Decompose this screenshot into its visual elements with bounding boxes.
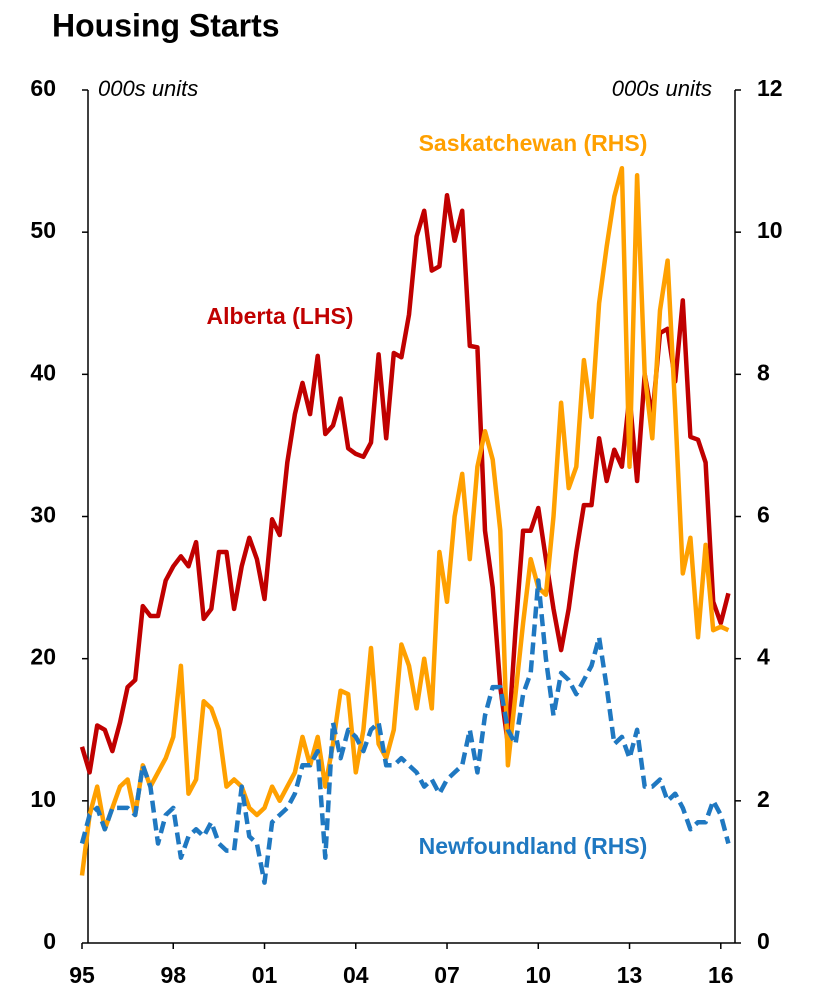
y-tick-label: 30 [30, 502, 56, 528]
y2-tick-label: 4 [757, 644, 770, 670]
y-tick-label: 0 [43, 928, 56, 954]
y2-tick-label: 12 [757, 75, 783, 101]
series-label: Saskatchewan (RHS) [419, 130, 648, 156]
x-tick-label: 16 [708, 962, 734, 988]
series-line [79, 578, 731, 885]
x-tick-label: 10 [525, 962, 551, 988]
y2-tick-label: 6 [757, 502, 770, 528]
y2-tick-label: 0 [757, 928, 770, 954]
x-tick-label: 07 [434, 962, 460, 988]
y2-tick-label: 10 [757, 217, 783, 243]
series-line [79, 165, 730, 876]
y2-tick-label: 8 [757, 359, 770, 385]
x-tick-label: 04 [343, 962, 369, 988]
y2-axis-label: 000s units [612, 76, 712, 101]
series-label: Newfoundland (RHS) [419, 833, 648, 859]
y2-tick-label: 2 [757, 786, 770, 812]
y-tick-label: 20 [30, 644, 56, 670]
x-tick-label: 01 [252, 962, 278, 988]
x-tick-label: 13 [617, 962, 643, 988]
series-line [79, 192, 731, 775]
y-tick-label: 50 [30, 217, 56, 243]
y-tick-label: 60 [30, 75, 56, 101]
y-tick-label: 10 [30, 786, 56, 812]
y-axis-label: 000s units [98, 76, 198, 101]
chart-title: Housing Starts [52, 7, 280, 43]
series-label: Alberta (LHS) [207, 303, 354, 329]
x-tick-label: 98 [160, 962, 186, 988]
x-tick-label: 95 [69, 962, 95, 988]
y-tick-label: 40 [30, 359, 56, 385]
